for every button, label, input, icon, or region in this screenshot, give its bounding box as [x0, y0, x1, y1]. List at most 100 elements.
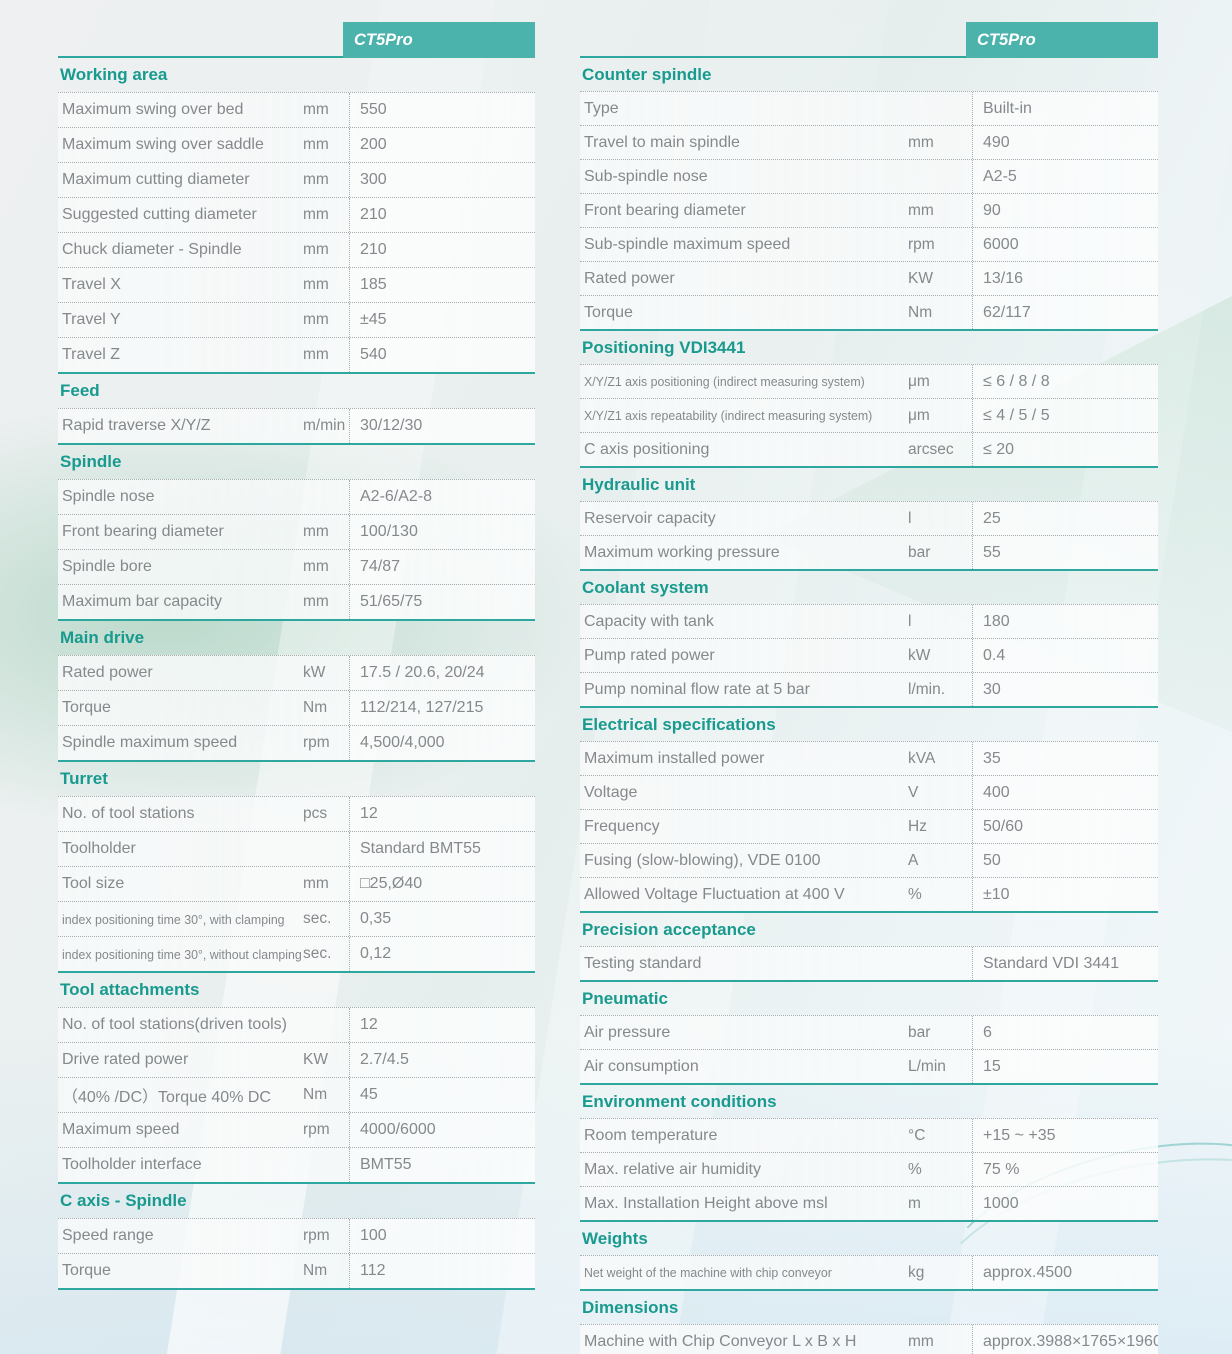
spec-label: Drive rated power: [58, 1043, 303, 1077]
spec-unit: mm: [303, 875, 329, 892]
spec-label-text: Toolholder interface: [62, 1156, 202, 1173]
section-title: Spindle: [60, 452, 122, 471]
table-row: Voltage V 400: [580, 775, 1158, 809]
spec-label-text: No. of tool stations(driven tools): [62, 1016, 287, 1033]
table-row: Tool size mm □25,Ø40: [58, 866, 535, 901]
spec-section: Tool attachments No. of tool stations(dri…: [58, 973, 535, 1184]
spec-label: Reservoir capacity: [580, 502, 908, 535]
spec-label: Pump rated power: [580, 639, 908, 672]
spec-label: Pump nominal flow rate at 5 bar: [580, 673, 908, 706]
spec-value: BMT55: [349, 1148, 535, 1182]
table-row: Spindle maximum speed rpm 4,500/4,000: [58, 725, 535, 760]
spec-value: A2-5: [972, 160, 1158, 193]
spec-label-text: X/Y/Z1 axis positioning (indirect measur…: [584, 374, 865, 389]
table-row: X/Y/Z1 axis repeatability (indirect meas…: [580, 398, 1158, 432]
spec-unit: rpm: [908, 235, 935, 253]
spec-label: （40% /DC）Torque 40% DC: [58, 1078, 303, 1112]
table-row: Maximum swing over saddle mm 200: [58, 127, 535, 162]
spec-section: Hydraulic unit Reservoir capacity l 25 Maxim…: [580, 468, 1158, 571]
spec-unit: l: [908, 509, 912, 527]
spec-value: 300: [349, 163, 535, 197]
table-row: Frequency Hz 50/60: [580, 809, 1158, 843]
spec-label: Maximum cutting diameter: [58, 163, 303, 197]
spec-value: 30/12/30: [349, 409, 535, 443]
spec-label-text: （40% /DC）Torque 40% DC: [62, 1089, 271, 1106]
spec-section: Counter spindle Type Built-in Travel to mai…: [580, 58, 1158, 331]
spec-table-right: CT5Pro Counter spindle Type Built-in Travel …: [580, 22, 1158, 1354]
table-row: Sub-spindle nose A2-5: [580, 159, 1158, 193]
spec-label: Air consumption: [580, 1050, 908, 1083]
spec-unit: Hz: [908, 817, 927, 835]
section-title: Coolant system: [582, 577, 709, 597]
spec-unit: mm: [303, 276, 329, 293]
spec-section: Weights Net weight of the machine with ch…: [580, 1222, 1158, 1291]
spec-unit: l/min.: [908, 680, 946, 698]
spec-value: 1000: [972, 1187, 1158, 1220]
table-row: Maximum installed power kVA 35: [580, 741, 1158, 775]
spec-unit: bar: [908, 1023, 931, 1041]
spec-unit: %: [908, 1160, 922, 1178]
spec-label-text: Travel Y: [62, 311, 121, 328]
spec-unit: mm: [908, 201, 934, 219]
spec-label: Travel X: [58, 268, 303, 302]
spec-unit: l: [908, 612, 912, 630]
spec-section: Feed Rapid traverse X/Y/Z m/min 30/12/30: [58, 374, 535, 445]
spec-value: 6000: [972, 228, 1158, 261]
table-row: Front bearing diameter mm 90: [580, 193, 1158, 227]
spec-label-text: Fusing (slow-blowing), VDE 0100: [584, 851, 821, 869]
spec-unit: V: [908, 783, 919, 801]
table-row: Travel Y mm ±45: [58, 302, 535, 337]
product-name-badge: CT5Pro: [966, 22, 1158, 58]
spec-value: 185: [349, 268, 535, 302]
section-title: Tool attachments: [60, 980, 200, 999]
spec-value: 210: [349, 233, 535, 267]
table-row: index positioning time 30°, with clampin…: [58, 901, 535, 936]
spec-unit: mm: [303, 241, 329, 258]
spec-label-text: Rapid traverse X/Y/Z: [62, 417, 211, 434]
table-row: Travel X mm 185: [58, 267, 535, 302]
spec-unit: kW: [908, 646, 931, 664]
spec-unit: Nm: [303, 1086, 328, 1103]
spec-label-text: Spindle maximum speed: [62, 734, 238, 751]
table-row: Maximum speed rpm 4000/6000: [58, 1112, 535, 1147]
section-title: Turret: [60, 769, 108, 788]
spec-label-text: Sub-spindle nose: [584, 167, 708, 185]
spec-unit: mm: [303, 206, 329, 223]
spec-label: Rated power: [580, 262, 908, 295]
spec-label: Torque: [58, 1254, 303, 1288]
spec-unit: %: [908, 885, 922, 903]
spec-unit: °C: [908, 1126, 926, 1144]
spec-label-text: index positioning time 30°, with clampin…: [62, 911, 285, 927]
spec-label: Machine with Chip Conveyor L x B x H: [580, 1325, 908, 1354]
spec-label-text: Room temperature: [584, 1126, 718, 1144]
spec-unit: mm: [303, 171, 329, 188]
spec-value: 100: [349, 1219, 535, 1253]
table-row: Rated power KW 13/16: [580, 261, 1158, 295]
spec-label: Maximum swing over saddle: [58, 128, 303, 162]
spec-section: Main drive Rated power kW 17.5 / 20.6, 20/2…: [58, 621, 535, 762]
spec-unit: mm: [908, 133, 934, 151]
spec-unit: Nm: [303, 1262, 328, 1279]
spec-unit: m: [908, 1194, 921, 1212]
table-row: Air consumption L/min 15: [580, 1049, 1158, 1083]
table-row: Maximum cutting diameter mm 300: [58, 162, 535, 197]
table-row: index positioning time 30°, without clam…: [58, 936, 535, 971]
spec-label-text: Maximum working pressure: [584, 543, 780, 561]
spec-label: Spindle nose: [58, 480, 303, 514]
spec-label: Maximum speed: [58, 1113, 303, 1147]
spec-section: Pneumatic Air pressure bar 6 Air consumption…: [580, 982, 1158, 1085]
spec-value: Built-in: [972, 92, 1158, 125]
spec-section: Precision acceptance Testing standard Stan…: [580, 913, 1158, 982]
spec-label-text: Speed range: [62, 1227, 154, 1244]
spec-label-text: Sub-spindle maximum speed: [584, 235, 791, 253]
table-row: Rated power kW 17.5 / 20.6, 20/24: [58, 655, 535, 690]
table-row: Spindle nose A2-6/A2-8: [58, 479, 535, 514]
spec-value: 30: [972, 673, 1158, 706]
table-row: C axis positioning arcsec ≤ 20: [580, 432, 1158, 466]
spec-unit: mm: [303, 101, 329, 118]
spec-label: Rated power: [58, 656, 303, 690]
spec-value: 50/60: [972, 810, 1158, 843]
spec-label-text: Travel Z: [62, 346, 121, 363]
section-title: Weights: [582, 1228, 648, 1248]
